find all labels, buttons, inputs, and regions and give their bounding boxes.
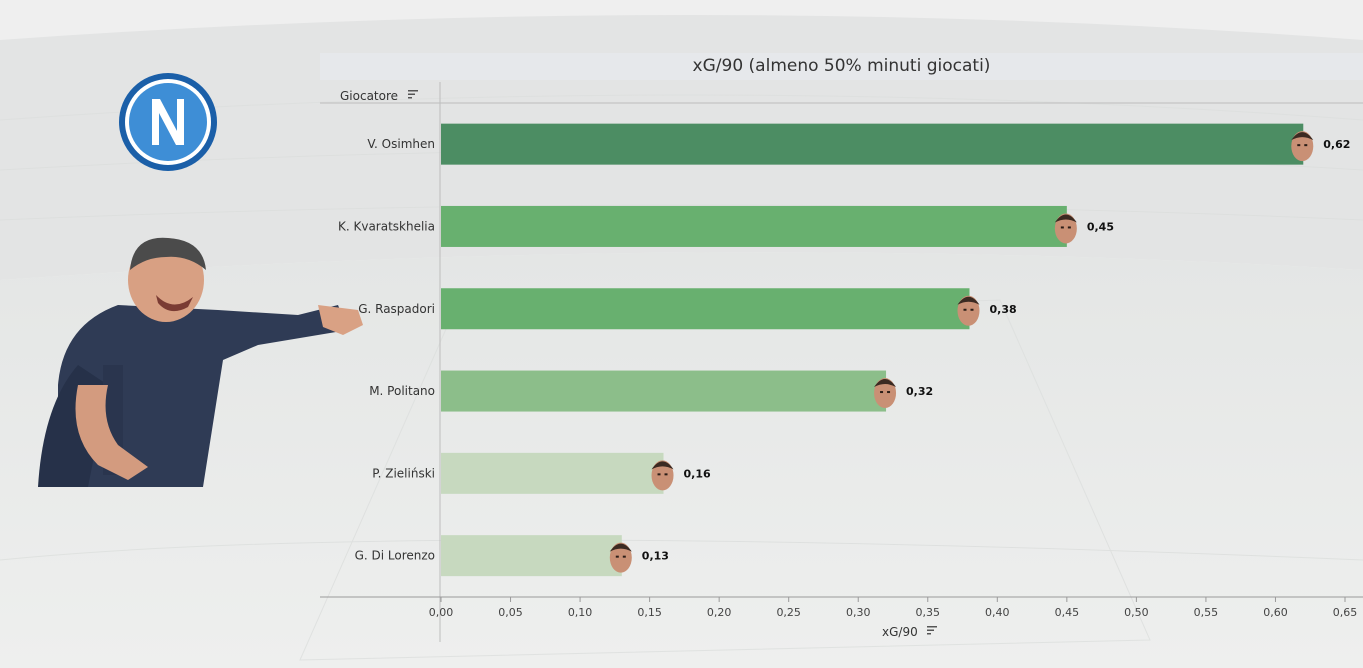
bar[interactable] [441, 452, 664, 494]
category-label: P. Zieliński [372, 466, 435, 480]
x-tick-label: 0,40 [985, 606, 1010, 619]
value-label: 0,32 [906, 385, 933, 398]
x-tick-label: 0,25 [776, 606, 801, 619]
value-label: 0,13 [642, 550, 669, 563]
value-label: 0,62 [1323, 138, 1350, 151]
x-tick-label: 0,65 [1333, 606, 1358, 619]
player-face-icon [651, 460, 674, 491]
player-face-icon [957, 295, 980, 326]
napoli-logo-icon [119, 73, 217, 171]
player-face-icon [609, 542, 632, 573]
category-label: K. Kvaratskhelia [338, 219, 435, 233]
sort-icon[interactable] [408, 90, 418, 99]
value-label: 0,16 [684, 467, 711, 480]
x-tick-label: 0,60 [1263, 606, 1288, 619]
category-label: V. Osimhen [367, 137, 435, 151]
x-tick-label: 0,35 [916, 606, 941, 619]
x-tick-label: 0,00 [429, 606, 454, 619]
category-header: Giocatore [340, 89, 398, 103]
category-label: G. Raspadori [358, 302, 435, 316]
bar[interactable] [441, 535, 622, 577]
bar[interactable] [441, 370, 887, 412]
player-face-icon [874, 378, 897, 409]
x-tick-label: 0,55 [1194, 606, 1219, 619]
x-tick-label: 0,50 [1124, 606, 1149, 619]
bar[interactable] [441, 288, 970, 330]
x-tick-label: 0,15 [637, 606, 662, 619]
x-tick-label: 0,45 [1055, 606, 1080, 619]
bar[interactable] [441, 205, 1067, 247]
category-label: G. Di Lorenzo [355, 549, 435, 563]
x-tick-label: 0,30 [846, 606, 871, 619]
value-label: 0,45 [1087, 220, 1114, 233]
category-label: M. Politano [369, 384, 435, 398]
x-axis-label: xG/90 [882, 625, 918, 639]
player-face-icon [1291, 131, 1314, 162]
bar[interactable] [441, 123, 1304, 165]
x-tick-label: 0,05 [498, 606, 523, 619]
chart-title: xG/90 (almeno 50% minuti giocati) [320, 53, 1363, 80]
value-label: 0,38 [989, 303, 1016, 316]
x-tick-label: 0,20 [707, 606, 732, 619]
x-tick-label: 0,10 [568, 606, 593, 619]
coach-photo [38, 237, 363, 487]
player-face-icon [1054, 213, 1077, 244]
sort-icon[interactable] [927, 626, 937, 635]
